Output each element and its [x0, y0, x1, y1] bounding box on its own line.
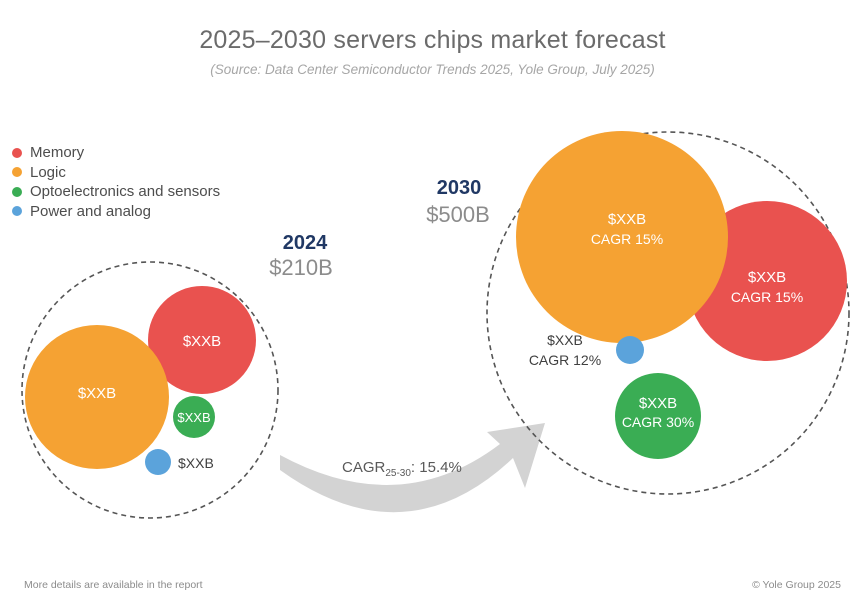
legend-label: Logic [30, 163, 66, 181]
chart-subtitle: (Source: Data Center Semiconductor Trend… [210, 62, 655, 77]
bubble-value-label: $XXB [78, 385, 116, 402]
group-total: $210B [269, 255, 333, 280]
legend-item-logic: Logic [12, 163, 220, 183]
bubble-value-label: $XXB [177, 410, 210, 425]
bubble-value-label: $XXB [547, 332, 583, 348]
legend-marker-logic [12, 167, 22, 178]
bubble-value-label: $XXB [639, 395, 677, 412]
growth-arrow [280, 423, 545, 513]
bubble-logic [25, 325, 169, 469]
bubble-value-label: $XXB [748, 269, 786, 286]
cagr-label: CAGR25-30: 15.4% [342, 459, 462, 479]
bubble-cagr-label: CAGR 15% [591, 231, 663, 247]
legend-label: Optoelectronics and sensors [30, 183, 221, 201]
chart-title: 2025–2030 servers chips market forecast [199, 26, 666, 54]
legend-marker-optoelectronics [12, 186, 22, 197]
legend-item-optoelectronics: Optoelectronics and sensors [12, 182, 220, 202]
group-2030: 2030 $500B $XXB CAGR 15% $XXB CAGR 15% $… [426, 131, 850, 495]
bubble-value-label: $XXB [183, 333, 221, 350]
legend: Memory Logic Optoelectronics and sensors… [12, 143, 220, 221]
bubble-cagr-label: CAGR 12% [529, 352, 601, 368]
bubble-cagr-label: CAGR 15% [731, 289, 803, 305]
legend-label: Power and analog [30, 202, 151, 220]
bubble-optoelectronics [615, 373, 701, 459]
bubble-cagr-label: CAGR 30% [622, 414, 694, 430]
group-year: 2024 [283, 232, 328, 254]
bubble-memory [148, 286, 256, 394]
bubble-logic [516, 131, 728, 343]
group-year: 2030 [437, 177, 482, 199]
group-2024: 2024 $210B $XXB $XXB $XXB $XXB [21, 232, 333, 519]
boundary-circle-2030 [486, 131, 850, 495]
boundary-circle-2024 [21, 261, 279, 519]
legend-marker-power [12, 206, 22, 217]
legend-item-memory: Memory [12, 143, 220, 163]
footer-copyright: © Yole Group 2025 [752, 579, 841, 591]
legend-item-power: Power and analog [12, 202, 220, 222]
legend-marker-memory [12, 147, 22, 158]
bubble-value-label: $XXB [608, 211, 646, 228]
bubble-power [145, 449, 171, 475]
bubble-optoelectronics [173, 396, 215, 438]
bubble-power [616, 336, 644, 364]
footer-note: More details are available in the report [24, 579, 203, 591]
bubble-value-label: $XXB [178, 455, 214, 471]
legend-label: Memory [30, 144, 85, 162]
group-total: $500B [426, 202, 490, 227]
